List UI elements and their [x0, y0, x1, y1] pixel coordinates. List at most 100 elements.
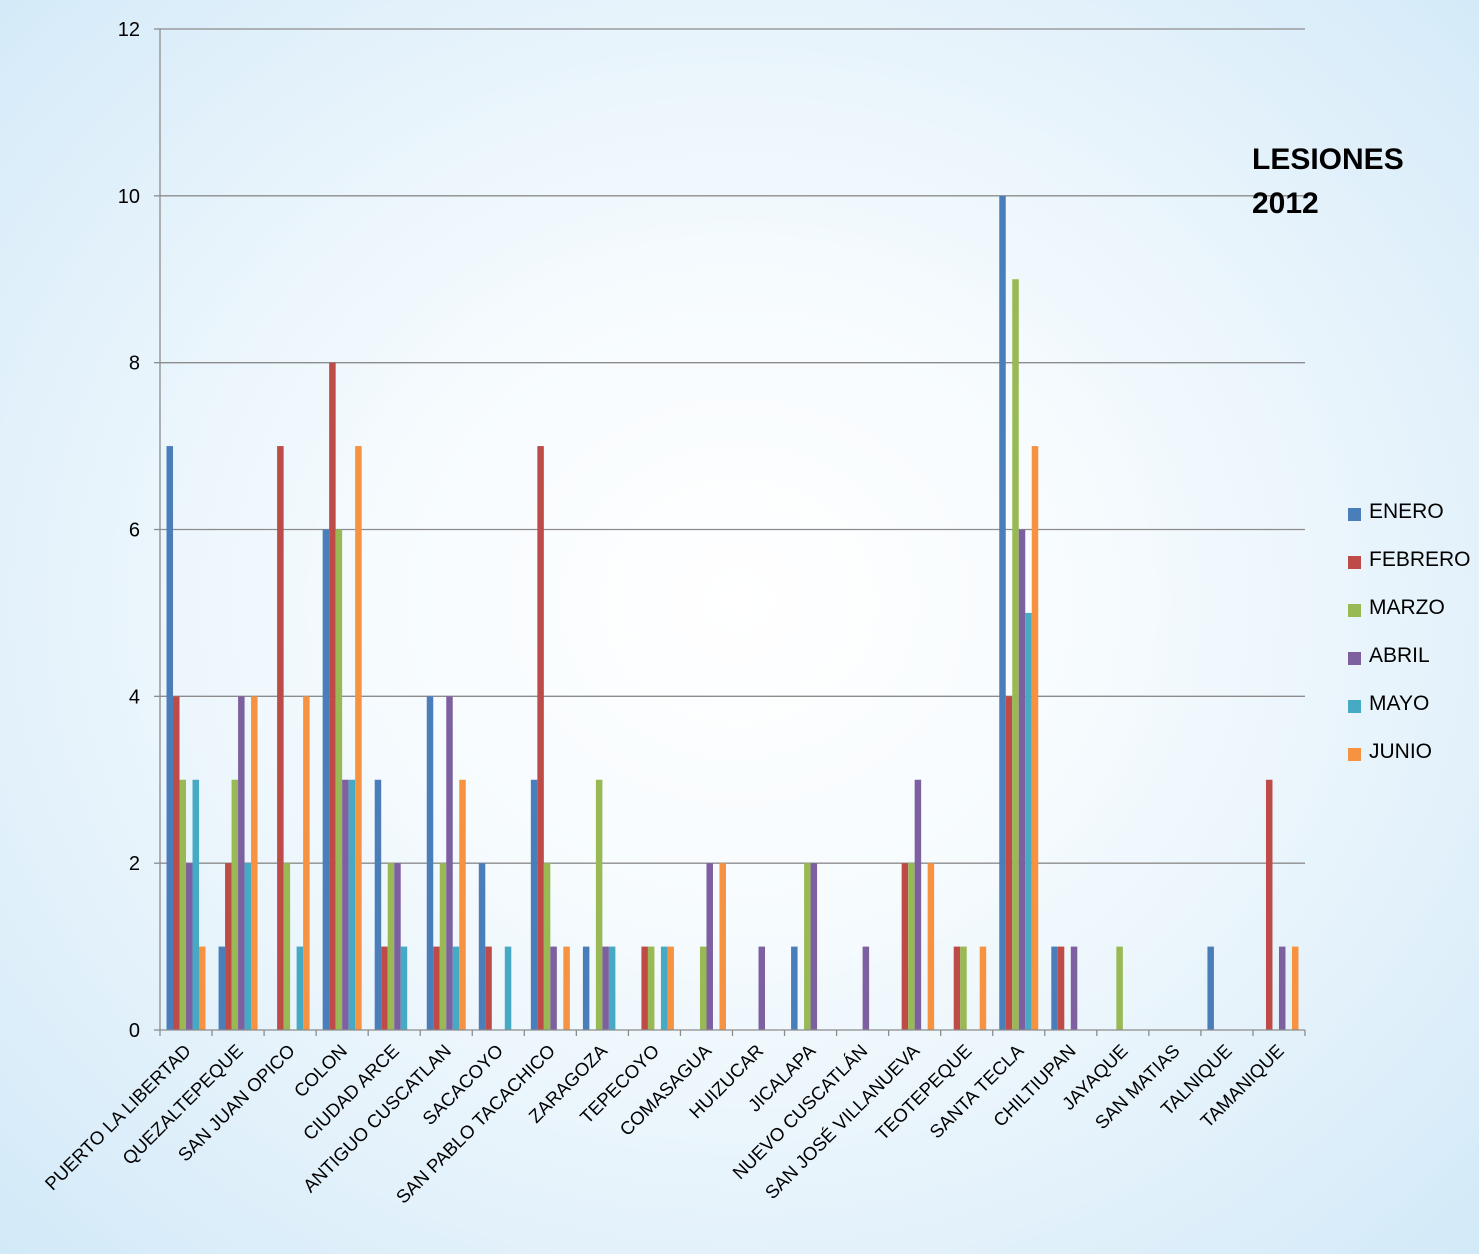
bar — [329, 362, 336, 1031]
y-tick-label: 0 — [129, 1020, 140, 1042]
bar — [173, 696, 180, 1030]
legend-swatch — [1348, 508, 1361, 521]
bar — [660, 946, 668, 1030]
bar — [277, 446, 284, 1030]
axes — [159, 29, 1306, 1036]
bar — [791, 946, 798, 1030]
bars — [166, 195, 1299, 1031]
legend-swatch — [1348, 556, 1361, 569]
bar — [999, 195, 1006, 1031]
bar — [1057, 946, 1065, 1030]
y-tick-label: 10 — [118, 186, 140, 208]
legend-label: JUNIO — [1369, 740, 1432, 763]
bar — [478, 863, 486, 1030]
bar — [426, 696, 434, 1030]
bar — [439, 863, 447, 1030]
bar — [862, 946, 870, 1030]
legend-swatch — [1348, 748, 1361, 761]
legend-label: ENERO — [1369, 500, 1444, 523]
bar — [1025, 612, 1032, 1030]
bar — [1018, 529, 1026, 1030]
bar — [1207, 946, 1214, 1030]
bar — [1070, 946, 1078, 1030]
bar — [283, 863, 291, 1030]
legend-label: MARZO — [1369, 596, 1445, 619]
bar — [953, 946, 961, 1030]
bar — [459, 779, 466, 1030]
bar — [1278, 946, 1286, 1030]
legend-label: FEBRERO — [1369, 548, 1471, 571]
bar — [218, 946, 226, 1030]
bar — [303, 696, 310, 1030]
bar — [647, 946, 655, 1030]
bar — [186, 863, 193, 1030]
legend-swatch — [1348, 700, 1361, 713]
bar — [901, 863, 909, 1030]
bar — [810, 863, 818, 1030]
bar — [251, 696, 258, 1030]
bar — [504, 946, 512, 1030]
y-tick-label: 6 — [129, 520, 140, 542]
bar — [719, 863, 726, 1030]
legend-label: MAYO — [1369, 692, 1430, 715]
bar — [231, 779, 239, 1030]
bar — [914, 779, 922, 1030]
bar — [387, 863, 395, 1030]
bar — [667, 946, 674, 1030]
bar — [192, 779, 200, 1030]
bar — [595, 779, 603, 1030]
bar — [296, 946, 304, 1030]
bar — [1012, 279, 1019, 1030]
bar — [908, 863, 915, 1030]
bar — [927, 863, 935, 1030]
bar — [563, 946, 570, 1030]
bar — [804, 863, 811, 1030]
bar — [400, 946, 408, 1030]
y-tick-label: 4 — [129, 686, 140, 708]
bar — [608, 946, 616, 1030]
bar — [530, 779, 538, 1030]
bar — [550, 946, 557, 1030]
bar — [238, 696, 245, 1030]
bar — [1116, 946, 1123, 1030]
bar — [699, 946, 707, 1030]
bar — [1291, 946, 1299, 1030]
bar — [394, 863, 401, 1030]
legend-label: ABRIL — [1369, 644, 1430, 667]
x-tick-label: COMASAGUA — [615, 1040, 715, 1140]
bar — [179, 779, 187, 1030]
y-tick-label: 12 — [118, 19, 140, 41]
bar — [979, 946, 987, 1030]
y-tick-labels: 0 2 4 6 8 10 12 — [118, 19, 140, 1042]
bar — [244, 863, 252, 1030]
legend-swatch — [1348, 604, 1361, 617]
bar — [342, 779, 349, 1030]
legend-swatch — [1348, 652, 1361, 665]
bar — [348, 779, 356, 1030]
bar — [602, 946, 609, 1030]
bar — [166, 446, 174, 1030]
bar — [641, 946, 648, 1030]
bar — [433, 946, 440, 1030]
bar — [1031, 446, 1039, 1030]
bar — [543, 863, 551, 1030]
bar — [446, 696, 453, 1030]
bar — [335, 529, 343, 1030]
y-tick-label: 8 — [129, 353, 140, 375]
bar — [225, 863, 232, 1030]
bar — [582, 946, 590, 1030]
bar — [1051, 946, 1058, 1030]
bar — [374, 779, 382, 1030]
bar — [485, 946, 492, 1030]
bar — [1265, 779, 1273, 1030]
bar — [960, 946, 967, 1030]
y-tick-label: 2 — [129, 853, 140, 875]
bar — [199, 946, 206, 1030]
bar — [758, 946, 766, 1030]
bar — [322, 529, 330, 1030]
bar — [355, 446, 362, 1030]
bar — [1005, 696, 1013, 1030]
bar — [537, 446, 544, 1030]
